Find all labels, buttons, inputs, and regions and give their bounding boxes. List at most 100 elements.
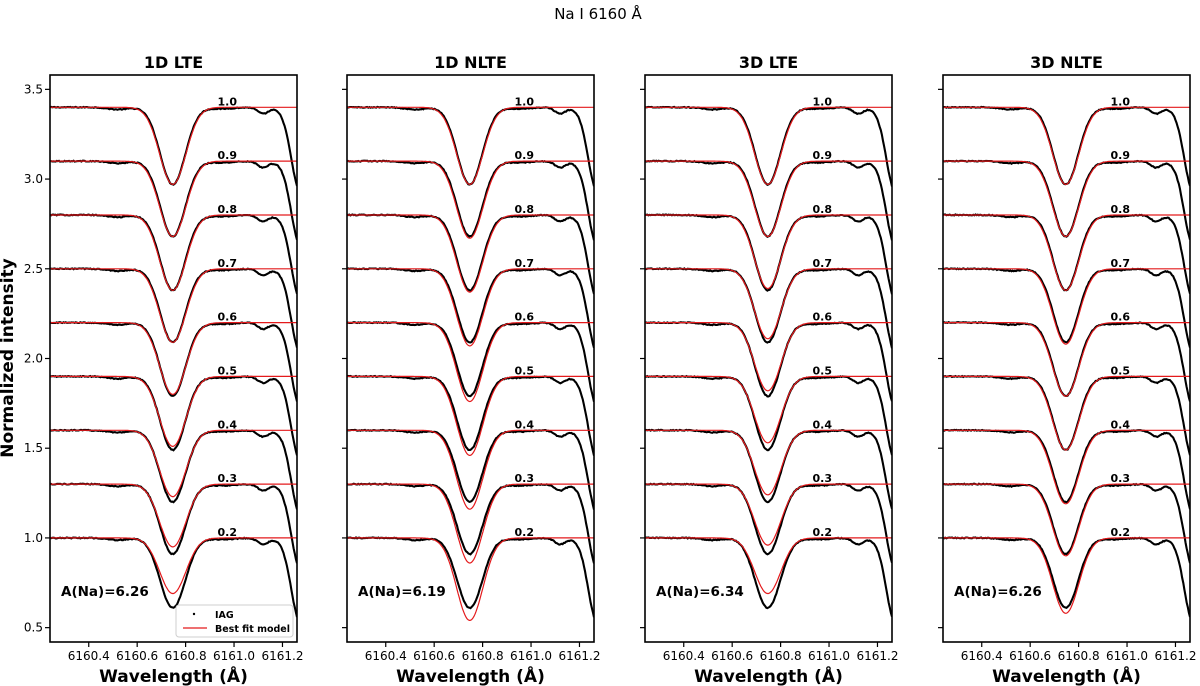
x-tick-label: 6160.6 [711, 649, 753, 663]
observed-spectrum-mu-0.7 [50, 267, 297, 348]
y-axis-label: Normalized intensity [0, 258, 18, 457]
x-tick-label: 6161.0 [1106, 649, 1148, 663]
observed-spectrum-mu-1.0 [645, 105, 892, 187]
mu-label: 0.8 [218, 203, 238, 216]
observed-spectrum-mu-0.9 [50, 159, 297, 241]
mu-label: 0.8 [1111, 203, 1131, 216]
model-spectrum-mu-0.4 [645, 429, 892, 496]
y-tick-label: 0.5 [24, 621, 43, 635]
mu-label: 0.4 [218, 418, 238, 431]
observed-spectrum-mu-0.4 [347, 428, 594, 510]
x-tick-label: 6160.8 [165, 649, 207, 663]
model-spectrum-mu-0.8 [50, 214, 297, 291]
mu-label: 1.0 [1111, 95, 1131, 108]
mu-label: 0.9 [813, 149, 833, 162]
abundance-label: A(Na)=6.26 [954, 584, 1042, 600]
observed-spectrum-mu-0.3 [943, 482, 1190, 564]
abundance-label: A(Na)=6.26 [61, 584, 149, 600]
y-tick-label: 3.0 [24, 172, 43, 186]
model-spectrum-mu-0.5 [943, 375, 1190, 451]
model-spectrum-mu-0.7 [645, 268, 892, 340]
model-spectrum-mu-0.5 [645, 375, 892, 444]
model-spectrum-mu-1.0 [50, 106, 297, 186]
model-spectrum-mu-0.7 [50, 268, 297, 343]
model-spectrum-mu-0.9 [50, 160, 297, 238]
legend-marker-observed [192, 612, 196, 616]
abundance-label: A(Na)=6.19 [358, 584, 446, 600]
model-spectrum-mu-0.7 [347, 268, 594, 347]
model-spectrum-mu-0.4 [943, 429, 1190, 505]
model-spectrum-mu-0.9 [943, 160, 1190, 238]
x-tick-label: 6161.2 [856, 649, 898, 663]
model-spectrum-mu-1.0 [943, 106, 1190, 186]
mu-label: 1.0 [515, 95, 535, 108]
observed-spectrum-mu-0.2 [347, 536, 594, 618]
figure-title: Na I 6160 Å [554, 4, 642, 23]
x-axis-label: Wavelength (Å) [694, 664, 843, 686]
observed-spectrum-mu-0.8 [645, 213, 892, 295]
mu-label: 0.2 [813, 526, 833, 539]
observed-spectrum-mu-0.9 [943, 159, 1190, 241]
mu-label: 0.6 [218, 311, 238, 324]
legend-box [175, 604, 294, 638]
observed-spectrum-mu-1.0 [50, 105, 297, 187]
plot-area [347, 105, 594, 622]
model-spectrum-mu-0.8 [943, 214, 1190, 291]
plot-area [50, 105, 297, 618]
x-axis-label: Wavelength (Å) [992, 664, 1141, 686]
model-spectrum-mu-0.6 [943, 322, 1190, 397]
x-tick-label: 6161.2 [261, 649, 303, 663]
x-tick-label: 6160.8 [462, 649, 504, 663]
mu-label: 0.5 [218, 364, 238, 377]
x-tick-label: 6161.0 [510, 649, 552, 663]
y-tick-label: 2.0 [24, 352, 43, 366]
x-tick-label: 6160.6 [413, 649, 455, 663]
model-spectrum-mu-0.3 [50, 483, 297, 548]
mu-label: 0.2 [515, 526, 535, 539]
model-spectrum-mu-1.0 [645, 106, 892, 186]
x-axis-label: Wavelength (Å) [99, 664, 248, 686]
observed-spectrum-mu-0.2 [943, 536, 1190, 618]
model-spectrum-mu-0.6 [347, 322, 594, 403]
mu-label: 0.3 [1111, 472, 1131, 485]
model-spectrum-mu-0.7 [943, 268, 1190, 345]
observed-spectrum-mu-1.0 [347, 105, 594, 187]
observed-spectrum-mu-0.6 [645, 321, 892, 402]
mu-label: 0.6 [515, 311, 535, 324]
observed-spectrum-mu-0.7 [645, 267, 892, 349]
model-spectrum-mu-0.8 [347, 214, 594, 293]
observed-spectrum-mu-0.4 [50, 428, 297, 510]
observed-spectrum-mu-0.3 [50, 482, 297, 564]
observed-spectrum-mu-0.7 [943, 267, 1190, 348]
observed-spectrum-mu-0.4 [943, 428, 1190, 510]
panel-title: 3D LTE [739, 53, 798, 72]
model-spectrum-mu-0.2 [645, 537, 892, 595]
x-tick-label: 6160.4 [961, 649, 1003, 663]
mu-label: 1.0 [813, 95, 833, 108]
observed-spectrum-mu-0.5 [50, 374, 297, 456]
mu-label: 0.3 [813, 472, 833, 485]
axes-frame [49, 74, 298, 643]
model-spectrum-mu-0.9 [347, 160, 594, 239]
model-spectrum-mu-0.5 [347, 375, 594, 457]
observed-spectrum-mu-0.8 [943, 213, 1190, 294]
y-tick-label: 3.5 [24, 82, 43, 96]
observed-spectrum-mu-0.2 [645, 536, 892, 617]
mu-label: 0.6 [813, 311, 833, 324]
mu-label: 0.9 [515, 149, 535, 162]
observed-spectrum-mu-0.6 [943, 321, 1190, 402]
y-tick-label: 1.0 [24, 531, 43, 545]
panels: 1D LTE1.00.90.80.70.60.50.40.30.20.51.01… [24, 53, 1197, 686]
observed-spectrum-mu-0.5 [943, 374, 1190, 456]
mu-label: 0.4 [515, 418, 535, 431]
model-spectrum-mu-0.4 [347, 429, 594, 510]
mu-label: 0.3 [218, 472, 238, 485]
model-spectrum-mu-0.6 [50, 322, 297, 396]
observed-spectrum-mu-0.3 [347, 482, 594, 564]
model-spectrum-mu-0.4 [50, 429, 297, 498]
mu-label: 0.4 [1111, 418, 1131, 431]
plot-area [943, 105, 1190, 618]
model-spectrum-mu-0.3 [943, 483, 1190, 557]
panel-title: 1D NLTE [434, 53, 507, 72]
